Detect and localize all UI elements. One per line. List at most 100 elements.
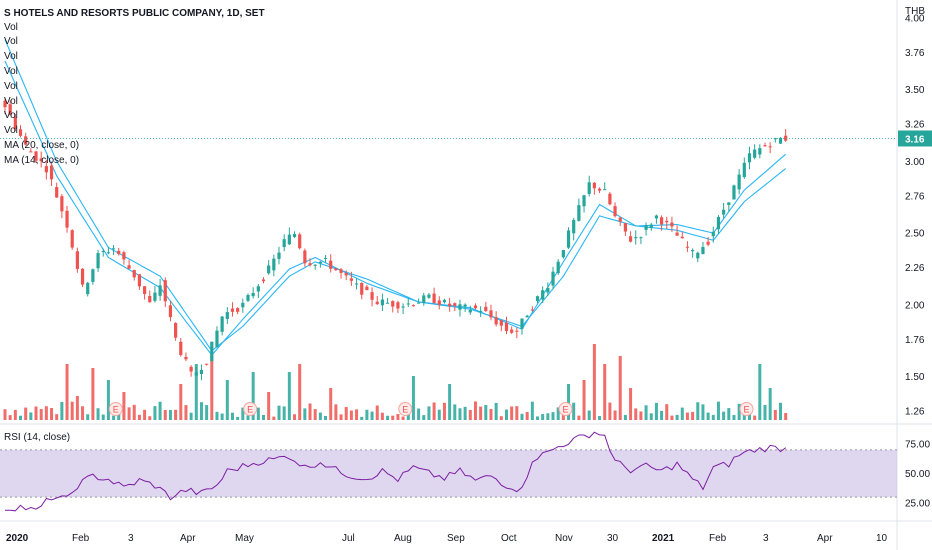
- candle-body: [282, 239, 286, 247]
- volume-bar: [127, 407, 131, 420]
- candle-body: [396, 302, 400, 309]
- candle-body: [784, 135, 788, 141]
- volume-bar: [701, 404, 705, 420]
- volume-bar: [634, 408, 638, 420]
- candle-body: [236, 308, 240, 312]
- time-tick-label: 2021: [652, 533, 675, 544]
- volume-bar: [318, 412, 322, 420]
- candle-body: [24, 136, 28, 145]
- candle-body: [556, 261, 560, 274]
- volume-bar: [453, 404, 457, 420]
- candle-body: [318, 261, 322, 264]
- candle-body: [520, 318, 524, 329]
- volume-bar: [50, 408, 54, 420]
- volume-bar: [768, 388, 772, 420]
- volume-bar: [572, 402, 576, 420]
- price-tick-label: 4.00: [905, 14, 925, 25]
- volume-bar: [225, 380, 229, 420]
- volume-bar: [75, 396, 79, 420]
- candle-body: [101, 251, 105, 253]
- candle-body: [323, 257, 328, 259]
- volume-bar: [432, 402, 436, 420]
- candle-body: [417, 302, 421, 304]
- volume-bar: [427, 406, 431, 420]
- volume-bar: [639, 411, 643, 420]
- candle-body: [530, 309, 534, 311]
- candle-body: [541, 290, 545, 300]
- candle-body: [639, 237, 643, 239]
- candle-body: [287, 234, 291, 245]
- candle-body: [148, 295, 152, 303]
- candle-body: [298, 234, 302, 249]
- candle-body: [220, 316, 224, 332]
- volume-bar: [722, 411, 726, 420]
- candle-body: [272, 258, 276, 271]
- time-tick-label: Sep: [447, 533, 465, 544]
- volume-bar: [277, 405, 281, 420]
- volume-bar: [13, 409, 17, 420]
- candle-body: [86, 282, 90, 295]
- volume-bar: [660, 410, 664, 420]
- volume-bar: [484, 404, 488, 420]
- candle-body: [473, 305, 478, 309]
- candle-body: [706, 241, 710, 245]
- volume-bar: [194, 364, 198, 420]
- candle-body: [184, 356, 188, 360]
- candle-body: [716, 216, 721, 230]
- candle-body: [385, 302, 390, 304]
- volume-bar: [189, 412, 193, 420]
- volume-bar: [401, 416, 405, 420]
- volume-bar: [525, 411, 529, 420]
- vol-label-1: Vol: [4, 22, 18, 33]
- candle-body: [174, 322, 178, 338]
- price-tick-label: 2.50: [905, 229, 925, 240]
- volume-bar: [24, 407, 28, 420]
- candle-body: [753, 149, 757, 158]
- candle-body: [111, 248, 116, 250]
- candle-body: [691, 250, 695, 252]
- candle-body: [96, 253, 100, 269]
- volume-bar: [29, 412, 33, 420]
- candle-body: [468, 309, 472, 313]
- volume-bar: [706, 412, 710, 420]
- candle-body: [479, 310, 483, 312]
- vol-label-4: Vol: [4, 66, 18, 77]
- volume-bar: [287, 372, 291, 420]
- candle-body: [292, 234, 297, 237]
- candle-body: [179, 341, 183, 356]
- volume-bar: [246, 415, 250, 420]
- candle-body: [39, 158, 43, 162]
- candle-body: [241, 302, 245, 308]
- candle-body: [142, 286, 147, 294]
- candle-body: [122, 252, 126, 260]
- volume-bar: [613, 410, 617, 420]
- candle-body: [194, 372, 198, 376]
- volume-bar: [458, 408, 462, 420]
- volume-bar: [293, 414, 297, 420]
- volume-bar: [39, 409, 43, 420]
- candle-body: [360, 282, 364, 295]
- volume-bar: [168, 409, 172, 420]
- currency-label: THB: [905, 6, 925, 17]
- time-tick-label: Aug: [394, 533, 412, 544]
- volume-bar: [556, 407, 560, 420]
- volume-bar: [106, 380, 110, 420]
- volume-bar: [520, 413, 524, 420]
- candle-body: [561, 250, 565, 258]
- candle-body: [132, 269, 136, 278]
- candle-body: [422, 295, 426, 303]
- volume-bar: [479, 406, 483, 420]
- volume-bar: [618, 356, 622, 420]
- candle-body: [566, 230, 571, 248]
- volume-bar: [8, 415, 12, 420]
- vol-label-6: Vol: [4, 96, 18, 107]
- volume-bar: [779, 402, 782, 420]
- candle-body: [329, 260, 333, 269]
- candle-body: [215, 330, 219, 347]
- volume-bar: [236, 416, 240, 420]
- candle-body: [768, 146, 772, 148]
- volume-bar: [510, 406, 514, 420]
- candle-body: [608, 193, 612, 205]
- candle-body: [742, 162, 746, 178]
